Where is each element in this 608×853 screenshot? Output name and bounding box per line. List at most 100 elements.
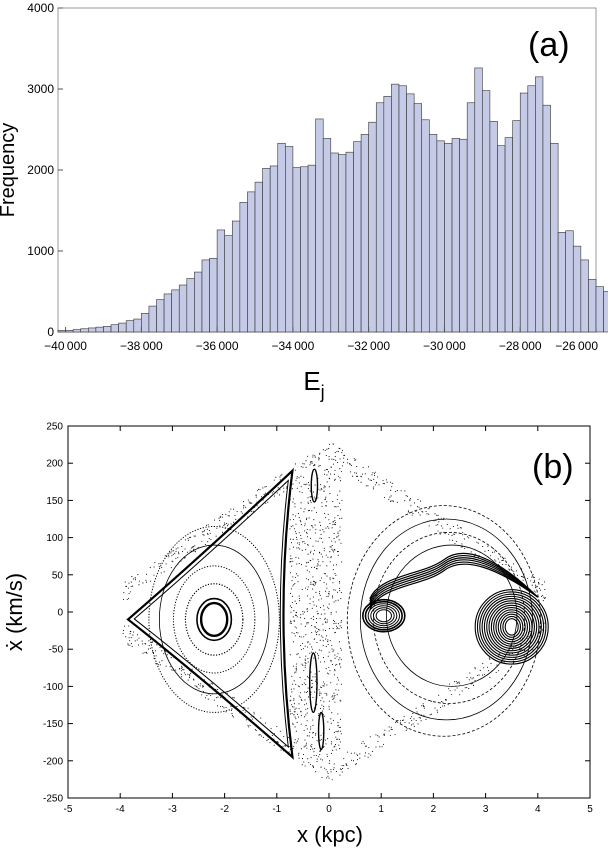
scatter-point bbox=[456, 524, 459, 526]
scatter-point bbox=[339, 748, 341, 750]
scatter-point bbox=[310, 559, 312, 562]
scatter-point bbox=[530, 580, 532, 582]
scatter-point bbox=[262, 487, 264, 489]
scatter-point bbox=[330, 466, 332, 468]
scatter-point bbox=[306, 720, 308, 722]
scatter-point bbox=[326, 501, 328, 503]
scatter-point bbox=[319, 694, 321, 697]
scatter-point bbox=[306, 595, 309, 597]
scatter-point bbox=[333, 578, 335, 580]
scatter-point bbox=[289, 622, 291, 624]
scatter-point bbox=[292, 560, 294, 562]
scatter-point bbox=[487, 670, 490, 672]
scatter-point bbox=[440, 701, 443, 703]
left-orbit-curve bbox=[196, 597, 233, 642]
scatter-point bbox=[123, 625, 126, 627]
scatter-point bbox=[294, 739, 296, 741]
scatter-point bbox=[325, 638, 327, 640]
scatter-point bbox=[290, 542, 293, 544]
scatter-point bbox=[129, 644, 131, 646]
scatter-point bbox=[249, 502, 251, 504]
scatter-point bbox=[293, 706, 295, 708]
scatter-point bbox=[273, 479, 275, 481]
scatter-point bbox=[323, 485, 325, 487]
scatter-point bbox=[327, 513, 329, 515]
scatter-point bbox=[320, 766, 322, 768]
scatter-point bbox=[330, 613, 332, 615]
histogram-bar bbox=[80, 328, 89, 333]
scatter-point bbox=[314, 498, 316, 500]
scatter-point bbox=[227, 515, 229, 517]
scatter-point bbox=[312, 765, 314, 768]
scatter-point bbox=[412, 512, 414, 514]
scatter-point bbox=[292, 722, 294, 724]
scatter-point bbox=[319, 565, 321, 567]
scatter-point bbox=[315, 622, 317, 624]
scatter-point bbox=[434, 513, 436, 515]
scatter-point bbox=[314, 549, 316, 551]
scatter-point bbox=[307, 622, 309, 624]
scatter-point bbox=[504, 557, 506, 559]
scatter-point bbox=[405, 495, 407, 497]
scatter-point bbox=[413, 718, 415, 720]
scatter-point bbox=[326, 753, 328, 755]
scatter-point bbox=[131, 575, 133, 578]
scatter-point bbox=[293, 632, 295, 634]
histogram-bar bbox=[482, 90, 491, 333]
scatter-point bbox=[315, 732, 317, 734]
scatter-point bbox=[541, 584, 543, 586]
scatter-point bbox=[331, 712, 333, 714]
scatter-point bbox=[332, 463, 334, 465]
scatter-point bbox=[320, 484, 322, 486]
scatter-point bbox=[441, 525, 443, 527]
x-tick-label: -4 bbox=[116, 804, 125, 815]
scatter-point bbox=[247, 707, 249, 709]
x-tick-label: 3 bbox=[483, 804, 489, 815]
scatter-point bbox=[419, 514, 421, 516]
histogram-bar bbox=[269, 165, 279, 333]
scatter-point bbox=[323, 685, 325, 687]
scatter-point bbox=[316, 740, 318, 742]
scatter-point bbox=[326, 684, 328, 686]
scatter-point bbox=[311, 646, 313, 648]
scatter-point bbox=[337, 494, 339, 496]
histogram-bar bbox=[406, 93, 415, 333]
scatter-point bbox=[128, 582, 130, 584]
y-tick-label: 250 bbox=[46, 422, 63, 433]
scatter-point bbox=[319, 739, 321, 741]
scatter-point bbox=[299, 677, 301, 679]
scatter-point bbox=[445, 699, 447, 701]
scatter-point bbox=[311, 566, 313, 569]
histogram-bar bbox=[451, 138, 460, 333]
scatter-point bbox=[300, 502, 302, 504]
scatter-point bbox=[385, 479, 387, 481]
scatter-point bbox=[509, 569, 511, 571]
scatter-point bbox=[442, 701, 444, 703]
scatter-point bbox=[305, 519, 308, 521]
scatter-point bbox=[395, 491, 397, 493]
scatter-point bbox=[164, 555, 166, 557]
scatter-point bbox=[208, 538, 210, 540]
scatter-point bbox=[402, 719, 404, 721]
scatter-point bbox=[155, 655, 157, 657]
scatter-point bbox=[228, 515, 230, 517]
scatter-point bbox=[463, 538, 465, 540]
scatter-point bbox=[304, 664, 306, 666]
scatter-point bbox=[314, 691, 316, 693]
scatter-point bbox=[319, 693, 321, 695]
scatter-point bbox=[298, 595, 300, 597]
scatter-point bbox=[341, 452, 343, 454]
scatter-point bbox=[306, 641, 309, 643]
scatter-point bbox=[242, 501, 245, 503]
scatter-point bbox=[390, 495, 392, 497]
chain-island bbox=[317, 711, 325, 751]
scatter-point bbox=[319, 465, 321, 467]
scatter-point bbox=[254, 729, 257, 731]
scatter-point bbox=[304, 679, 306, 681]
scatter-point bbox=[343, 765, 345, 767]
scatter-point bbox=[327, 772, 329, 774]
scatter-point bbox=[299, 692, 301, 694]
scatter-point bbox=[328, 443, 331, 445]
histogram-bar bbox=[277, 142, 286, 333]
scatter-point bbox=[300, 714, 302, 717]
